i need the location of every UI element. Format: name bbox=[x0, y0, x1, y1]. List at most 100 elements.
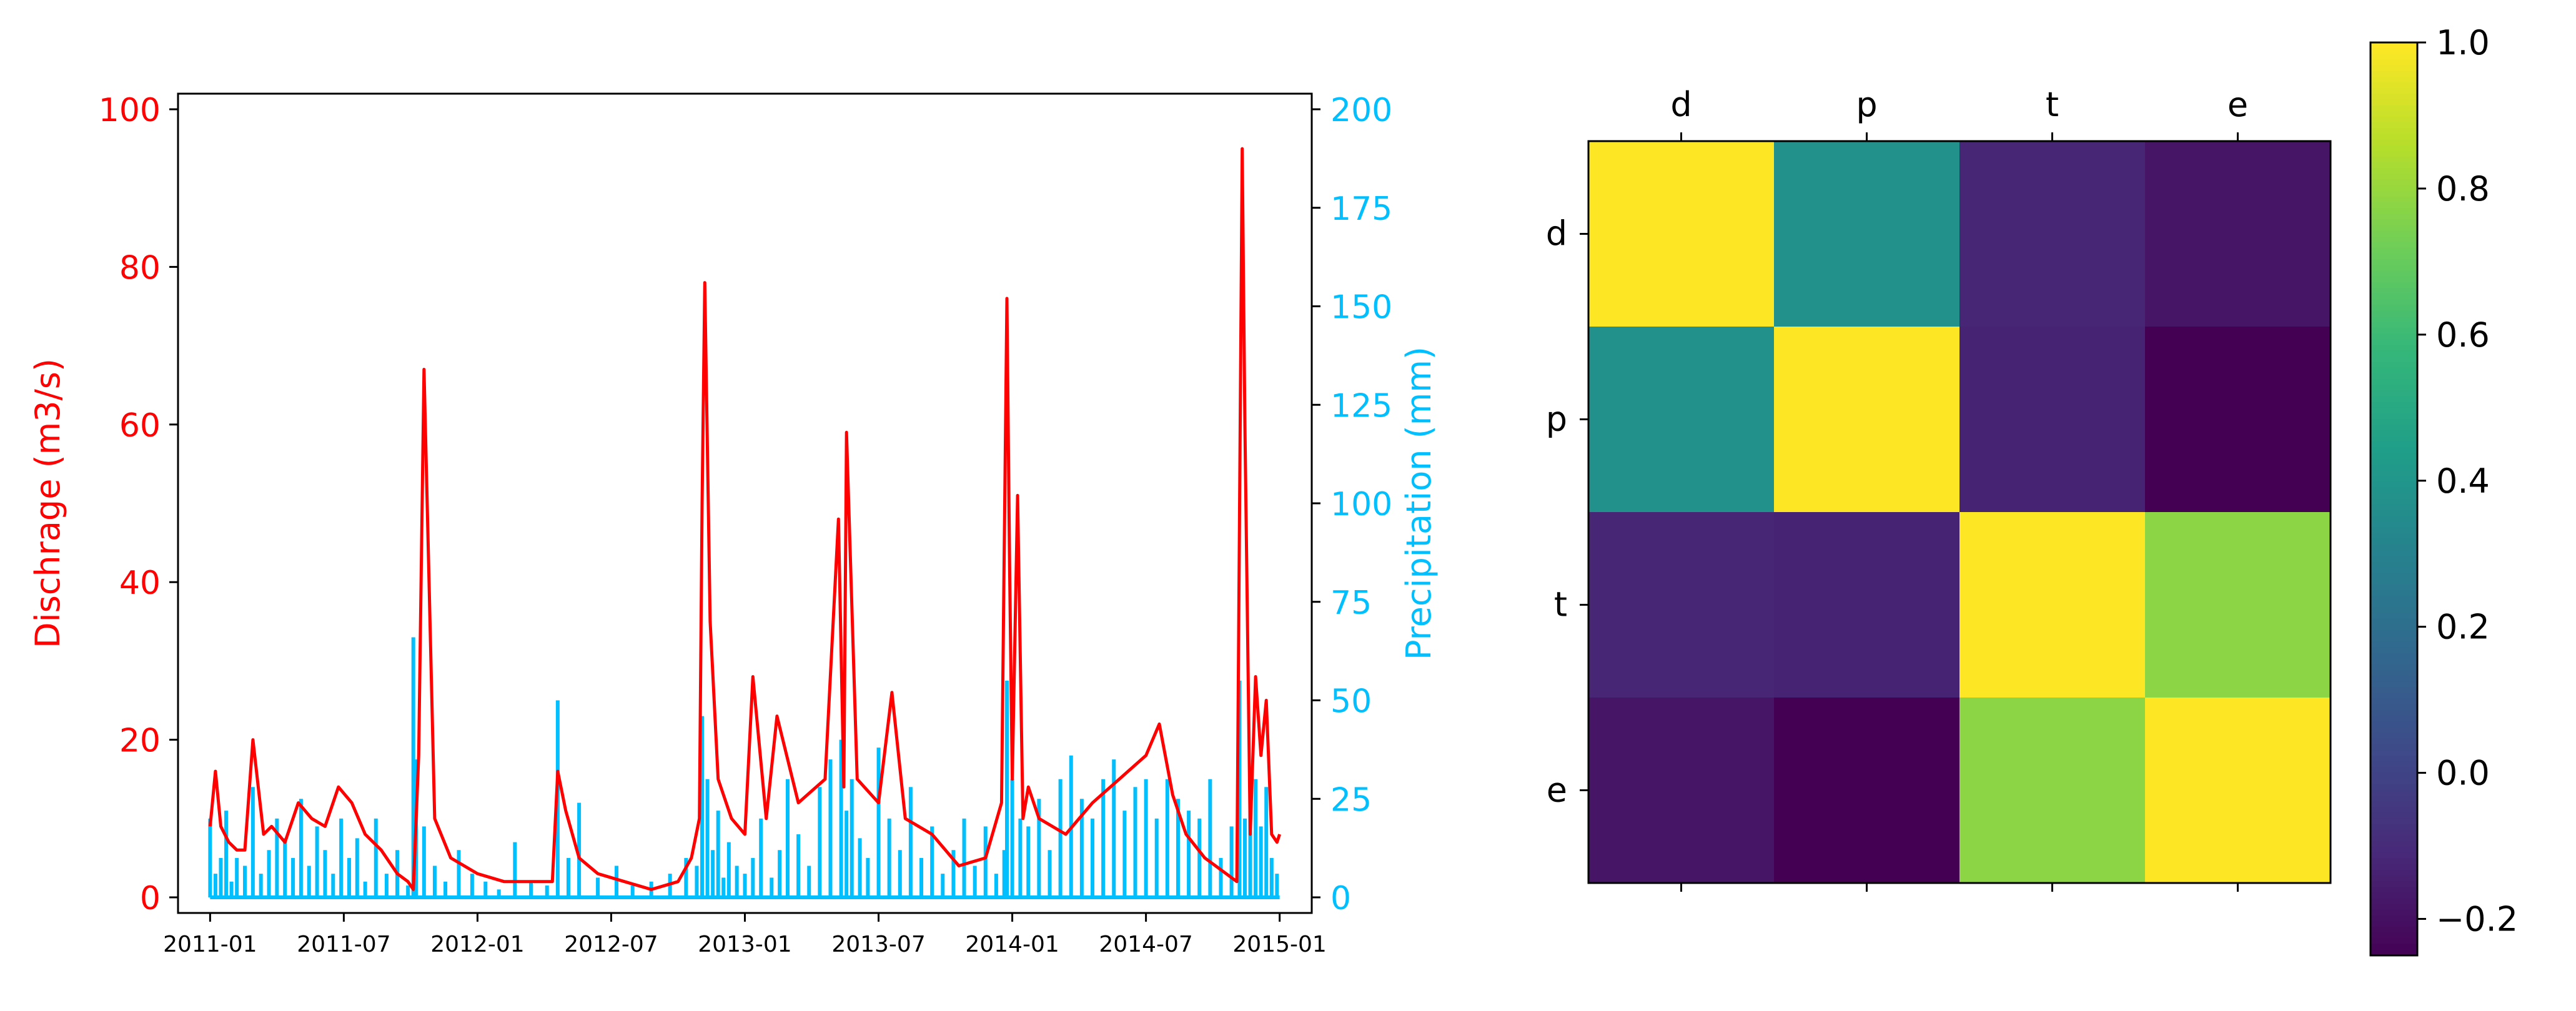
precipitation-bar bbox=[513, 842, 517, 897]
colorbar-segment bbox=[2370, 465, 2417, 471]
precipitation-bar bbox=[406, 885, 410, 897]
colorbar-segment bbox=[2370, 670, 2417, 677]
discharge-line bbox=[208, 147, 1281, 891]
colorbar-segment bbox=[2370, 327, 2417, 335]
precipitation-bar bbox=[443, 881, 448, 897]
discharge-line-group bbox=[208, 147, 1281, 891]
colorbar-segment bbox=[2370, 476, 2417, 483]
precipitation-bar bbox=[283, 838, 287, 897]
precipitation-bar bbox=[887, 818, 891, 897]
colorbar-tick-label: 1.0 bbox=[2436, 23, 2490, 62]
colorbar-segment bbox=[2370, 59, 2417, 66]
colorbar-segment bbox=[2370, 65, 2417, 72]
colorbar-segment bbox=[2370, 812, 2417, 819]
colorbar-segment bbox=[2370, 425, 2417, 432]
colorbar-segment bbox=[2370, 545, 2417, 551]
precipitation-bar bbox=[1101, 779, 1106, 897]
colorbar-segment bbox=[2370, 447, 2417, 454]
precipitation-bar bbox=[828, 759, 833, 897]
heatmap-axes: d d p p t t e e bbox=[1546, 85, 2332, 892]
colorbar-segment bbox=[2370, 419, 2417, 426]
colorbar-segment bbox=[2370, 881, 2417, 888]
left-tick-label: 80 bbox=[119, 249, 161, 287]
precipitation-bar bbox=[845, 811, 849, 897]
row-label: e bbox=[1547, 771, 1567, 810]
precipitation-bar bbox=[908, 787, 913, 897]
column-label: t bbox=[2046, 85, 2059, 124]
precipitation-bar bbox=[432, 866, 437, 897]
precipitation-bar bbox=[235, 857, 239, 897]
colorbar-segment bbox=[2370, 219, 2417, 226]
colorbar-tick-label: 0.4 bbox=[2436, 461, 2490, 501]
precipitation-bar bbox=[545, 885, 549, 897]
colorbar-tick-label: −0.2 bbox=[2436, 900, 2518, 939]
colorbar-segment bbox=[2370, 373, 2417, 380]
precipitation-bar bbox=[1229, 826, 1234, 897]
colorbar-segment bbox=[2370, 847, 2417, 854]
colorbar-segment bbox=[2370, 481, 2417, 488]
colorbar-segment bbox=[2370, 521, 2417, 528]
colorbar-segment bbox=[2370, 430, 2417, 437]
colorbar-segment bbox=[2370, 339, 2417, 346]
colorbar-segment bbox=[2370, 111, 2417, 117]
colorbar-segment bbox=[2370, 898, 2417, 905]
colorbar-segment bbox=[2370, 904, 2417, 910]
precipitation-bar bbox=[705, 779, 710, 897]
heatmap-cell bbox=[1959, 141, 2145, 327]
colorbar-segment bbox=[2370, 236, 2417, 243]
colorbar-segment bbox=[2370, 561, 2417, 568]
heatmap-cell bbox=[2145, 327, 2331, 512]
precipitation-bar bbox=[839, 739, 843, 897]
colorbar-segment bbox=[2370, 42, 2417, 49]
precipitation-bar bbox=[1208, 779, 1212, 897]
colorbar-segment bbox=[2370, 179, 2417, 186]
precipitation-bar bbox=[716, 811, 720, 897]
colorbar-segment bbox=[2370, 710, 2417, 717]
precipitation-bar bbox=[213, 874, 217, 897]
colorbar-segment bbox=[2370, 653, 2417, 659]
colorbar-segment bbox=[2370, 932, 2417, 939]
colorbar-segment bbox=[2370, 704, 2417, 711]
colorbar-segment bbox=[2370, 150, 2417, 157]
precipitation-bar bbox=[250, 787, 255, 897]
precipitation-bar bbox=[1165, 779, 1169, 897]
precipitation-bar bbox=[759, 818, 763, 897]
precipitation-bar bbox=[315, 826, 319, 897]
colorbar-segment bbox=[2370, 601, 2417, 608]
precipitation-bar bbox=[1122, 811, 1127, 897]
precipitation-bar bbox=[529, 881, 533, 897]
heatmap-cell bbox=[1588, 141, 1774, 327]
colorbar-segment bbox=[2370, 681, 2417, 688]
precipitation-bar bbox=[1275, 874, 1279, 897]
x-tick-label: 2014-01 bbox=[965, 932, 1059, 957]
colorbar-segment bbox=[2370, 242, 2417, 249]
colorbar-segment bbox=[2370, 869, 2417, 877]
colorbar-tick-label: 0.0 bbox=[2436, 754, 2490, 793]
precipitation-bar bbox=[483, 881, 488, 897]
colorbar-segment bbox=[2370, 174, 2417, 180]
colorbar-segment bbox=[2370, 727, 2417, 734]
correlation-heatmap: d d p p t t e e bbox=[1546, 85, 2332, 892]
colorbar-segment bbox=[2370, 139, 2417, 146]
colorbar-segment bbox=[2370, 618, 2417, 626]
left-tick-label: 20 bbox=[119, 722, 161, 760]
precipitation-bar bbox=[243, 866, 247, 897]
colorbar-segment bbox=[2370, 567, 2417, 574]
colorbar-segment bbox=[2370, 134, 2417, 141]
colorbar-segment bbox=[2370, 310, 2417, 317]
y-axis-label-right: Precipitation (mm) bbox=[1399, 347, 1439, 660]
colorbar-segment bbox=[2370, 316, 2417, 323]
precipitation-bar bbox=[1010, 779, 1014, 897]
colorbar-segment bbox=[2370, 402, 2417, 408]
precipitation-bar bbox=[994, 874, 998, 897]
colorbar-segment bbox=[2370, 687, 2417, 694]
precipitation-bar bbox=[422, 826, 426, 897]
colorbar-segment bbox=[2370, 892, 2417, 899]
colorbar-segment bbox=[2370, 82, 2417, 89]
precipitation-bar bbox=[566, 857, 570, 897]
precipitation-bar bbox=[1242, 818, 1247, 897]
colorbar-segment bbox=[2370, 590, 2417, 597]
precipitation-bar bbox=[770, 877, 774, 897]
x-tick-label: 2011-01 bbox=[163, 932, 257, 957]
precipitation-bar bbox=[898, 850, 902, 897]
